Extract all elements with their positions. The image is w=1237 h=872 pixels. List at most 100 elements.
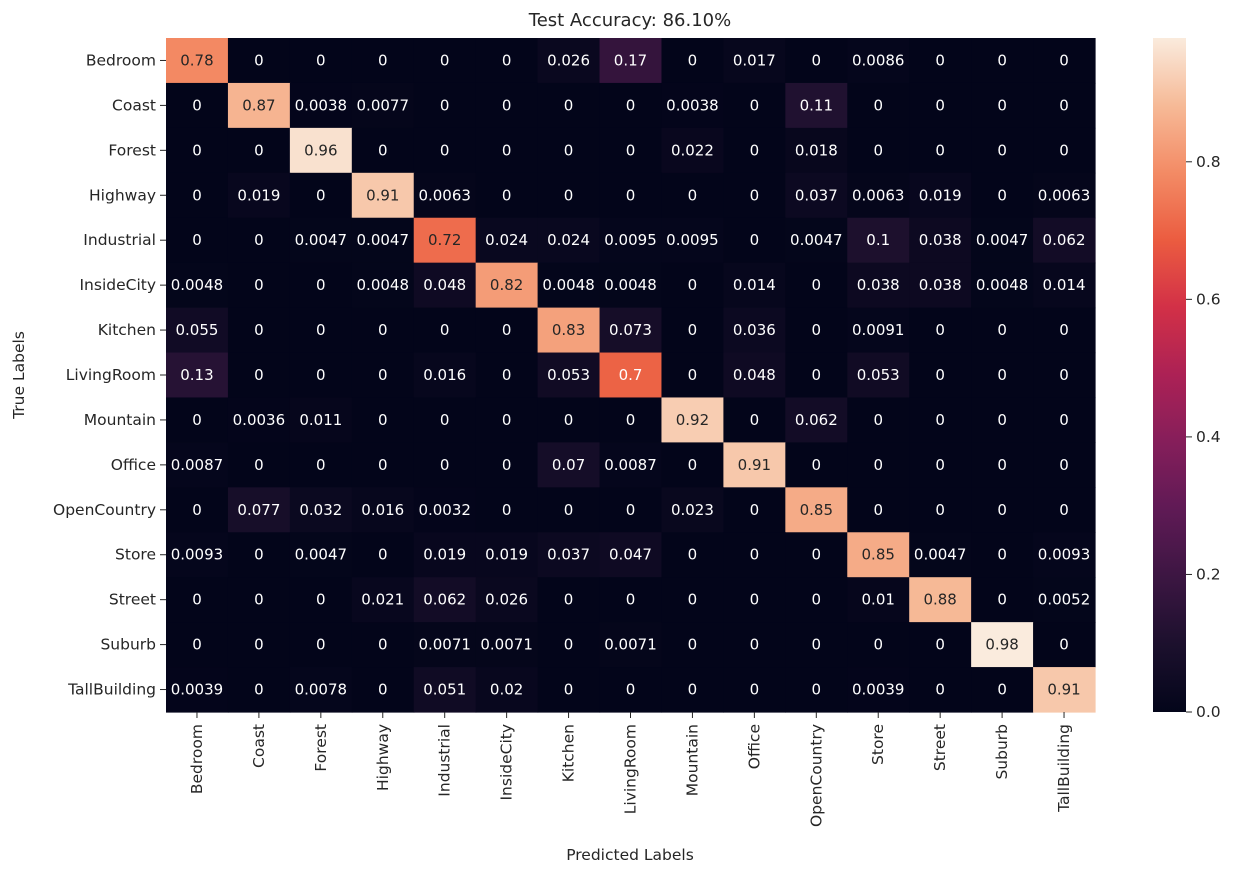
heatmap-cell bbox=[166, 577, 229, 623]
heatmap-cell bbox=[847, 622, 910, 668]
cell-value-label: 0 bbox=[626, 96, 636, 114]
x-tick-label: Coast bbox=[250, 724, 268, 768]
heatmap-cell bbox=[971, 532, 1034, 578]
cell-value-label: 0 bbox=[316, 321, 326, 339]
heatmap-cell bbox=[289, 82, 353, 129]
heatmap-cell bbox=[661, 667, 724, 713]
colorbar-tick-label: 0.4 bbox=[1196, 428, 1221, 446]
cell-value-label: 0 bbox=[316, 51, 326, 69]
heatmap-cell bbox=[1033, 442, 1096, 488]
x-tick-label: Kitchen bbox=[560, 724, 578, 782]
cell-value-label: 0.023 bbox=[671, 501, 714, 519]
cell-value-label: 0 bbox=[750, 636, 760, 654]
cell-value-label: 0 bbox=[564, 681, 574, 699]
cell-value-label: 0 bbox=[502, 501, 512, 519]
heatmap-cell bbox=[599, 442, 663, 488]
cell-value-label: 0 bbox=[192, 591, 202, 609]
cell-value-label: 0 bbox=[812, 636, 822, 654]
heatmap-cell bbox=[227, 442, 291, 488]
heatmap-cell bbox=[661, 127, 724, 174]
cell-value-label: 0 bbox=[316, 186, 326, 204]
y-axis-label: True Labels bbox=[10, 331, 28, 420]
heatmap-cell bbox=[289, 127, 353, 174]
cell-value-label: 0.038 bbox=[857, 276, 900, 294]
cell-value-label: 0.053 bbox=[547, 366, 590, 384]
cell-value-label: 0 bbox=[997, 366, 1007, 384]
heatmap-cell bbox=[723, 217, 786, 264]
x-tick-label: Industrial bbox=[436, 724, 454, 797]
cell-value-label: 0 bbox=[750, 186, 760, 204]
heatmap-cell bbox=[909, 262, 972, 309]
heatmap-cell bbox=[537, 352, 601, 399]
heatmap-cell bbox=[289, 442, 353, 488]
cell-value-label: 0 bbox=[812, 321, 822, 339]
cell-value-label: 0 bbox=[1059, 456, 1069, 474]
heatmap-cell bbox=[723, 397, 786, 443]
heatmap-cell bbox=[537, 577, 601, 623]
y-tick-label: LivingRoom bbox=[66, 366, 156, 384]
x-tick-label: OpenCountry bbox=[807, 724, 825, 827]
cell-value-label: 0.96 bbox=[304, 141, 337, 159]
heatmap-cell bbox=[166, 38, 229, 84]
cell-value-label: 0.026 bbox=[485, 591, 528, 609]
cell-value-label: 0 bbox=[440, 51, 450, 69]
cell-value-label: 0 bbox=[626, 411, 636, 429]
cell-value-label: 0 bbox=[440, 411, 450, 429]
heatmap-cell bbox=[599, 622, 663, 668]
cell-value-label: 0.0071 bbox=[480, 636, 533, 654]
heatmap-cell bbox=[413, 532, 477, 578]
cell-value-label: 0.047 bbox=[609, 546, 652, 564]
heatmap-cell bbox=[227, 217, 291, 264]
cell-value-label: 0.062 bbox=[795, 411, 838, 429]
x-tick-label: Forest bbox=[312, 724, 330, 772]
heatmap-cell bbox=[971, 172, 1034, 219]
heatmap-cell bbox=[351, 127, 415, 174]
cell-value-label: 0 bbox=[378, 366, 388, 384]
heatmap-cell bbox=[909, 532, 972, 578]
heatmap-cell bbox=[537, 307, 601, 354]
heatmap-cell bbox=[723, 352, 786, 399]
cell-value-label: 0 bbox=[688, 546, 698, 564]
cell-value-label: 0 bbox=[750, 96, 760, 114]
heatmap-cell bbox=[537, 262, 601, 309]
cell-value-label: 0.92 bbox=[676, 411, 709, 429]
heatmap-cells bbox=[166, 38, 1096, 713]
cell-value-label: 0 bbox=[316, 591, 326, 609]
heatmap-cell bbox=[166, 262, 229, 309]
cell-value-label: 0 bbox=[192, 411, 202, 429]
cell-value-label: 0 bbox=[688, 321, 698, 339]
cell-value-label: 0 bbox=[873, 501, 883, 519]
x-tick-label: LivingRoom bbox=[622, 724, 640, 814]
y-tick-label: InsideCity bbox=[79, 276, 156, 294]
y-tick-label: TallBuilding bbox=[67, 681, 156, 699]
heatmap-cell bbox=[289, 307, 353, 354]
heatmap-cell bbox=[971, 82, 1034, 129]
heatmap-cell bbox=[599, 172, 663, 219]
heatmap-cell bbox=[785, 667, 848, 713]
cell-value-label: 0.077 bbox=[237, 501, 280, 519]
heatmap-cell bbox=[289, 217, 353, 264]
cell-value-label: 0 bbox=[935, 681, 945, 699]
cell-value-label: 0.0038 bbox=[295, 96, 348, 114]
heatmap-cell bbox=[166, 82, 229, 129]
cell-value-label: 0.022 bbox=[671, 141, 714, 159]
heatmap-cell bbox=[351, 667, 415, 713]
cell-value-label: 0 bbox=[873, 96, 883, 114]
cell-value-label: 0 bbox=[1059, 96, 1069, 114]
heatmap-cell bbox=[785, 82, 848, 129]
cell-value-label: 0 bbox=[997, 591, 1007, 609]
x-axis-label: Predicted Labels bbox=[566, 846, 694, 864]
heatmap-cell bbox=[351, 217, 415, 264]
heatmap-cell bbox=[537, 172, 601, 219]
cell-value-label: 0 bbox=[192, 501, 202, 519]
heatmap-cell bbox=[1033, 82, 1096, 129]
heatmap-cell bbox=[351, 352, 415, 399]
cell-value-label: 0 bbox=[440, 321, 450, 339]
heatmap-cell bbox=[971, 577, 1034, 623]
cell-value-label: 0 bbox=[1059, 141, 1069, 159]
cell-value-label: 0.016 bbox=[361, 501, 404, 519]
cell-value-label: 0.0048 bbox=[542, 276, 595, 294]
cell-value-label: 0.014 bbox=[1043, 276, 1086, 294]
heatmap-cell bbox=[723, 577, 786, 623]
